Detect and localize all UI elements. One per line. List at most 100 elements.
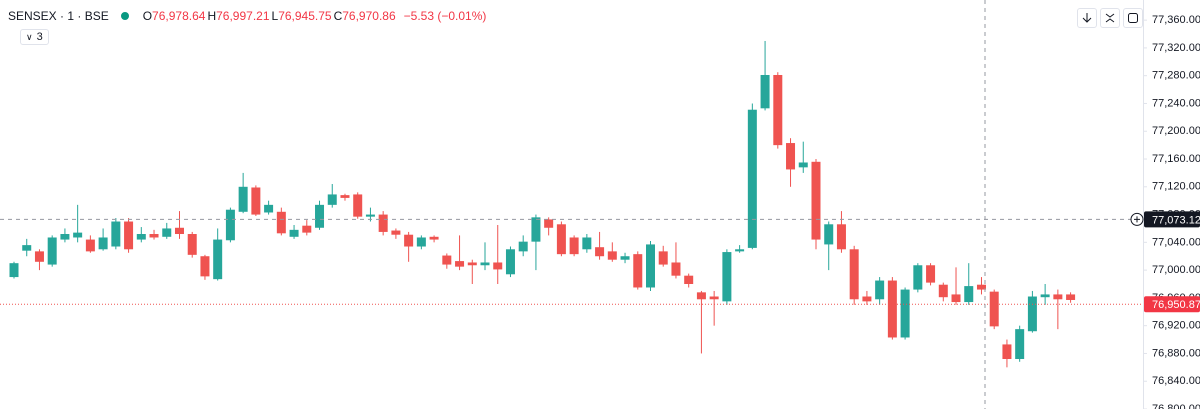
indicator-toggle[interactable]: ∨ 3: [20, 29, 49, 45]
candle-body: [98, 237, 108, 250]
candle-body: [849, 249, 859, 300]
candle-body: [658, 251, 668, 265]
candle-body: [1053, 294, 1063, 300]
candle-body: [760, 74, 770, 109]
crosshair-tag: [1144, 211, 1200, 228]
y-tick-label: 77,160.00: [1152, 153, 1200, 165]
candle-body: [493, 262, 503, 270]
candle-body: [213, 239, 223, 280]
candle-body: [365, 214, 375, 217]
candle-body: [913, 265, 923, 290]
collapse-button[interactable]: [1100, 8, 1120, 28]
candle-body: [9, 263, 19, 278]
candle-body: [276, 211, 286, 234]
y-tick-label: 76,920.00: [1152, 320, 1200, 332]
y-tick-label: 77,200.00: [1152, 125, 1200, 137]
candle-body: [633, 254, 643, 288]
candle-body: [416, 237, 426, 247]
candle-body: [709, 296, 719, 300]
candle-body: [187, 234, 197, 255]
candle-body: [836, 224, 846, 250]
last-price-label: 76,950.87: [1152, 299, 1200, 311]
y-tick-label: 76,880.00: [1152, 347, 1200, 359]
symbol-title[interactable]: SENSEX · 1 · BSE: [8, 9, 109, 23]
candle-body: [976, 284, 986, 290]
candle-body: [786, 143, 796, 170]
candle-body: [174, 227, 184, 235]
candle-body: [735, 249, 745, 252]
candle-body: [353, 194, 363, 217]
candle-body: [1015, 329, 1025, 360]
candle-body: [251, 187, 261, 215]
icon: [1082, 13, 1092, 23]
candle-body: [124, 221, 134, 250]
candle-body: [824, 224, 834, 245]
candle-body: [73, 232, 83, 238]
candle-body: [862, 296, 872, 302]
y-tick-label: 77,360.00: [1152, 14, 1200, 26]
candle-body: [455, 261, 465, 267]
y-tick-label: 77,320.00: [1152, 42, 1200, 54]
candle-body: [1040, 294, 1050, 298]
candle-body: [938, 284, 948, 298]
y-tick-label: 77,280.00: [1152, 70, 1200, 82]
candle-body: [531, 217, 541, 242]
candle-body: [225, 209, 235, 241]
candle-body: [811, 161, 821, 240]
y-tick-label: 76,800.00: [1152, 403, 1200, 409]
candle-body: [60, 234, 70, 240]
candle-body: [378, 214, 388, 232]
candle-body: [684, 275, 694, 285]
candle-body: [1002, 344, 1012, 360]
candle-body: [34, 251, 44, 262]
candle-body: [442, 255, 452, 265]
candle-body: [518, 241, 528, 252]
candle-body: [136, 234, 146, 240]
ohlc-label: L: [271, 9, 279, 23]
candle-body: [238, 186, 248, 212]
y-tick-label: 77,240.00: [1152, 97, 1200, 109]
ohlc-value: 76,970.86: [342, 9, 396, 23]
change: −5.53 (−0.01%): [403, 9, 487, 23]
candle-body: [1027, 296, 1037, 332]
candle-body: [22, 245, 32, 251]
candle-body: [595, 247, 605, 257]
candle-body: [467, 262, 477, 266]
indicator-count: 3: [36, 31, 43, 43]
icon: [1105, 13, 1115, 23]
candle-body: [646, 244, 655, 288]
candle-body: [569, 237, 579, 255]
ohlc-value: 76,945.75: [278, 9, 332, 23]
candle-body: [47, 237, 57, 265]
candle-body: [951, 294, 961, 303]
candle-body: [887, 280, 897, 338]
candle-body: [85, 239, 95, 252]
legend: SENSEX · 1 · BSE O 76,978.64 H 76,997.21 L 76…: [8, 9, 488, 23]
candle-body: [391, 230, 401, 235]
candle-body: [149, 234, 159, 238]
ohlc-values: O 76,978.64 H 76,997.21 L 76,945.75 C 76,970.86: [143, 9, 398, 23]
candle-body: [162, 228, 172, 237]
ohlc-value: 76,997.21: [216, 9, 270, 23]
add-alert-plus: [1134, 216, 1140, 223]
scroll-down-button[interactable]: [1077, 8, 1097, 28]
candle-body: [607, 251, 617, 260]
candle-body: [798, 162, 808, 168]
y-tick-label: 76,840.00: [1152, 375, 1200, 387]
candle-body: [505, 249, 515, 275]
candle-body: [582, 237, 592, 250]
ohlc-label: O: [142, 9, 153, 23]
candle-body: [900, 289, 910, 338]
candle-body: [671, 262, 681, 276]
candle-body: [620, 256, 630, 260]
market-status: [120, 12, 129, 20]
candle-body: [544, 219, 554, 228]
reset-button[interactable]: [1123, 8, 1143, 28]
ohlc-value: 76,978.64: [152, 9, 206, 23]
candle-body: [302, 225, 312, 233]
candle-body: [480, 262, 490, 266]
candle-body: [1066, 294, 1076, 300]
candle-body: [747, 109, 757, 248]
